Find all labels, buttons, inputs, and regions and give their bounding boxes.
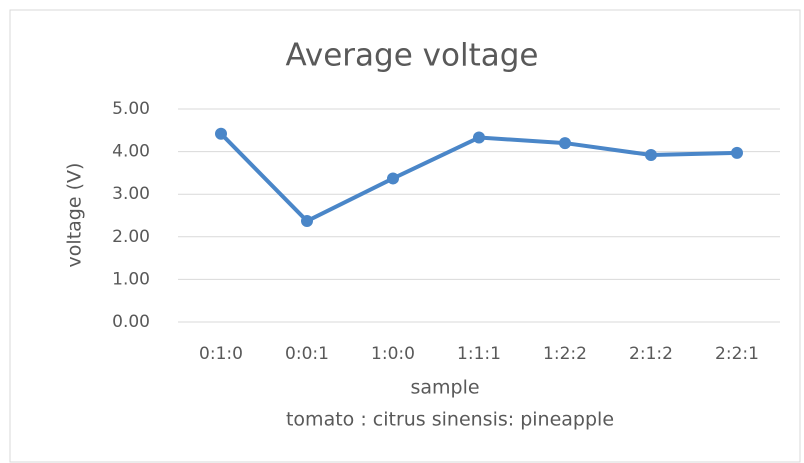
x-tick-label: 2:2:1 bbox=[715, 344, 759, 364]
y-axis-title: voltage (V) bbox=[64, 163, 86, 268]
point bbox=[559, 137, 571, 150]
chart-frame bbox=[9, 9, 801, 463]
x-tick-label: 1:0:0 bbox=[371, 344, 415, 364]
x-tick-label: 0:0:1 bbox=[285, 344, 329, 364]
y-tick-label: 5.00 bbox=[112, 99, 150, 119]
point bbox=[215, 127, 227, 140]
x-axis-title: sample bbox=[410, 377, 479, 399]
point bbox=[731, 146, 743, 159]
y-tick-label: 4.00 bbox=[112, 142, 150, 162]
y-tick-label: 1.00 bbox=[112, 269, 150, 289]
x-axis-subtitle: tomato : citrus sinensis: pineapple bbox=[286, 409, 614, 431]
point bbox=[387, 172, 399, 185]
x-tick-label: 2:1:2 bbox=[629, 344, 673, 364]
y-tick-label: 2.00 bbox=[112, 227, 150, 247]
y-tick-label: 3.00 bbox=[112, 184, 150, 204]
x-tick-label: 1:2:2 bbox=[543, 344, 587, 364]
point bbox=[473, 131, 485, 144]
point bbox=[301, 215, 313, 228]
point bbox=[645, 149, 657, 162]
x-tick-label: 0:1:0 bbox=[199, 344, 243, 364]
x-tick-label: 1:1:1 bbox=[457, 344, 501, 364]
y-tick-label: 0.00 bbox=[112, 312, 150, 332]
chart-title: Average voltage bbox=[286, 38, 539, 74]
